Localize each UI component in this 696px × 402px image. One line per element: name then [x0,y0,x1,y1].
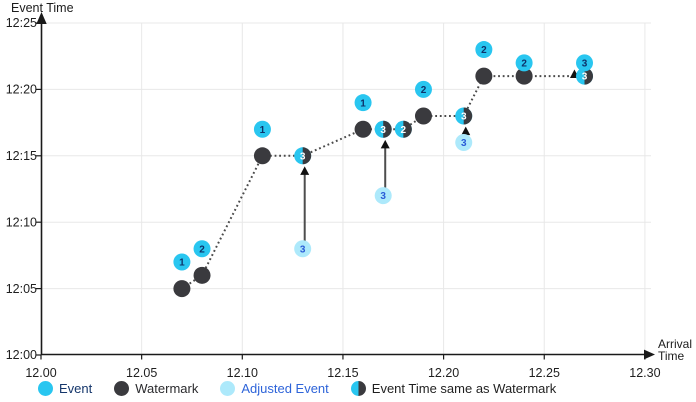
y-axis-title: Event Time [11,1,74,15]
half-marker-right [403,120,412,138]
x-tick-label: 12.05 [126,366,157,380]
event-marker: 1 [253,120,271,138]
half-marker: 3 [374,120,392,138]
watermark-marker [173,280,191,298]
y-axis-arrow-icon [36,12,47,24]
half-marker: 3 [576,67,594,85]
event-marker: 2 [475,41,493,59]
adjusted-marker: 3 [374,187,392,205]
marker-label: 3 [582,72,588,83]
half-marker: 3 [455,107,473,125]
legend: Event Watermark Adjusted Event Event Tim… [38,381,556,396]
watermark-marker [414,107,432,125]
half-marker-right [302,147,312,165]
y-tick-label: 12:10 [6,215,37,229]
marker-label: 2 [199,244,205,255]
x-tick-label: 12.15 [327,366,358,380]
event-dot [576,54,594,72]
marker-label: 1 [360,98,366,109]
event-dot [515,54,533,72]
y-tick-label: 12:00 [6,348,37,362]
adjusted-event-dot [374,187,392,205]
event-marker: 3 [576,54,594,72]
event-legend-icon [38,381,53,396]
adjusted-marker: 3 [294,240,312,258]
event-dot [475,41,493,59]
marker-label: 3 [582,58,588,69]
up-arrow-icon [461,126,471,136]
watermark-dot [414,107,432,125]
event-marker: 2 [515,54,533,72]
watermark-legend-icon [114,381,130,396]
event-marker: 2 [193,240,211,258]
half-marker-right [383,120,392,138]
watermark-marker [354,120,372,138]
y-tick-label: 12:05 [6,282,37,296]
legend-label-adjusted-event: Adjusted Event [241,381,329,396]
marker-label: 3 [300,244,306,255]
marker-label: 3 [380,191,386,202]
half-marker-right [463,107,473,125]
legend-item-watermark: Watermark [114,381,198,396]
adjusted-event-legend-icon [220,381,236,396]
marker-label: 2 [521,58,527,69]
watermark-dot [193,266,211,284]
marker-label: 3 [300,151,306,162]
watermark-dot [354,120,372,138]
marker-label: 1 [179,258,185,269]
watermark-marker [515,67,533,85]
up-arrow-icon [300,166,310,175]
x-tick-label: 12.20 [428,366,459,380]
legend-item-adjusted-event: Adjusted Event [220,381,329,396]
legend-item-same-as-watermark: Event Time same as Watermark [350,381,557,396]
same-as-watermark-legend-icon [350,381,366,396]
watermark-dot [515,67,533,85]
event-marker: 1 [173,253,191,271]
x-axis-title: Arrival Time [658,338,692,362]
adjusted-marker: 3 [455,134,473,152]
marker-label: 3 [461,112,467,123]
legend-label-event: Event [59,381,93,396]
watermark-marker [193,266,211,284]
adjusted-event-dot [294,240,312,258]
legend-item-event: Event [38,381,92,396]
event-dot [173,253,191,271]
event-dot [414,80,432,98]
marker-label: 2 [481,45,487,56]
marker-label: 2 [421,85,427,96]
half-marker: 2 [394,120,412,138]
marker-label: 3 [380,125,386,136]
event-dot [354,94,372,112]
event-dot [193,240,211,258]
x-tick-label: 12.00 [25,366,56,380]
x-axis-title-line1: Arrival [658,337,693,351]
legend-label-same-as-watermark: Event Time same as Watermark [371,381,557,396]
event-marker: 2 [414,80,432,98]
x-axis-arrow-icon [644,349,655,360]
marker-label: 2 [401,125,407,136]
x-tick-label: 12.10 [227,366,258,380]
legend-label-watermark: Watermark [135,381,199,396]
up-arrow-icon [380,139,390,149]
watermark-dot [173,280,191,298]
y-tick-label: 12:15 [6,149,37,163]
half-marker-right [584,67,594,85]
y-tick-label: 12:20 [6,83,37,97]
x-tick-label: 12.25 [529,366,560,380]
watermark-marker [475,67,493,85]
x-axis-title-line2: Time [658,349,685,363]
watermark-dot [253,147,271,165]
half-marker: 3 [294,147,312,165]
marker-label: 1 [260,125,266,136]
y-tick-label: 12:25 [6,16,37,30]
marker-label: 3 [461,138,467,149]
watermark-dot [475,67,493,85]
event-dot [253,120,271,138]
watermark-marker [253,147,271,165]
x-tick-label: 12.30 [629,366,660,380]
event-marker: 1 [354,94,372,112]
adjusted-event-dot [455,134,473,152]
